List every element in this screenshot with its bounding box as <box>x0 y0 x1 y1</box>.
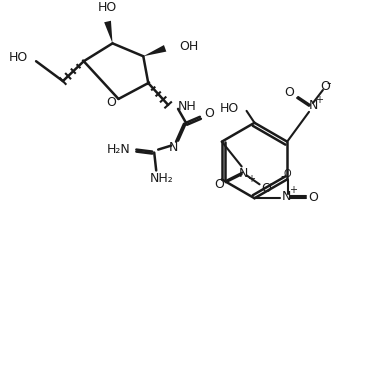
Text: -: - <box>269 177 274 190</box>
Text: O: O <box>284 86 294 99</box>
Text: O: O <box>262 182 272 195</box>
Text: O: O <box>204 107 214 120</box>
Text: NH₂: NH₂ <box>149 172 173 185</box>
Text: N: N <box>239 167 248 180</box>
Polygon shape <box>143 45 166 56</box>
Polygon shape <box>104 21 113 43</box>
Text: H₂N: H₂N <box>107 143 130 156</box>
Text: O: O <box>283 169 291 179</box>
Text: O: O <box>320 80 330 93</box>
Text: N: N <box>168 141 178 154</box>
Text: -: - <box>280 170 284 183</box>
Text: N: N <box>282 190 291 203</box>
Text: HO: HO <box>9 51 28 64</box>
Text: +: + <box>289 185 297 195</box>
Text: O: O <box>107 96 117 110</box>
Text: +: + <box>315 95 323 105</box>
Text: HO: HO <box>98 1 117 14</box>
Text: -: - <box>327 77 331 90</box>
Text: O: O <box>214 178 224 191</box>
Text: HO: HO <box>219 102 239 115</box>
Text: N: N <box>308 99 318 113</box>
Text: +: + <box>246 175 255 184</box>
Text: NH: NH <box>178 100 197 113</box>
Text: OH: OH <box>179 40 198 53</box>
Text: O: O <box>308 191 318 204</box>
